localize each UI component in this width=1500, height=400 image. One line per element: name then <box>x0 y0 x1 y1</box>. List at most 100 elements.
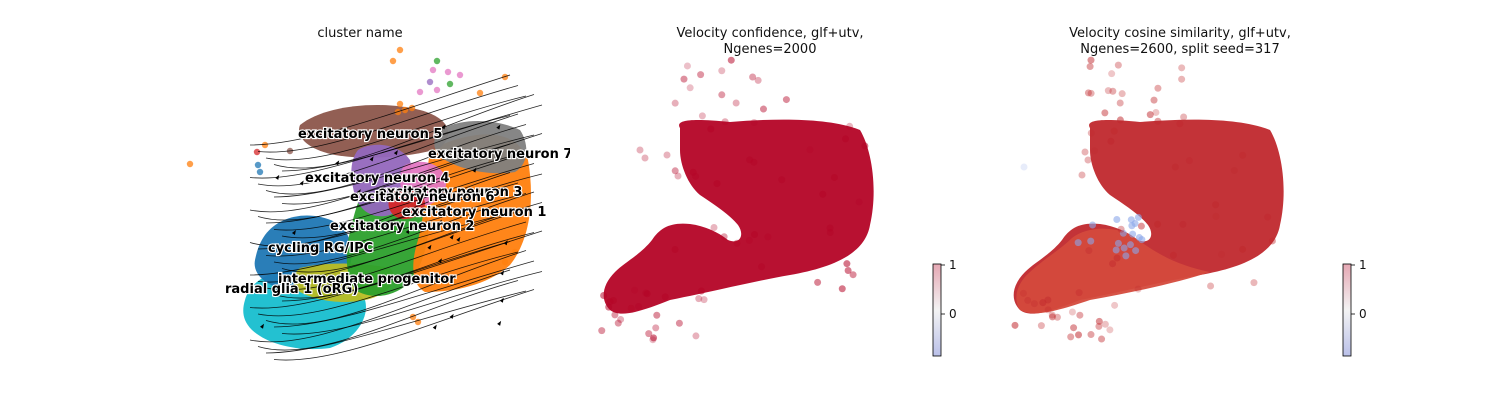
cluster-label: excitatory neuron 7 <box>428 147 570 162</box>
fringe-point-43 <box>642 289 650 297</box>
fringe-point-1 <box>1087 129 1095 137</box>
streamline-arrow-1 <box>335 160 340 166</box>
outlier-point-21 <box>186 160 194 168</box>
embedding-group <box>1011 56 1284 343</box>
fringe-point-6 <box>842 135 850 143</box>
fringe-point-10 <box>1053 313 1061 321</box>
outlier-point-19 <box>256 168 264 176</box>
cluster-labels: excitatory neuron 5 excitatory neuron 7 ex… <box>224 126 570 298</box>
low-similarity-point-16 <box>1122 252 1130 260</box>
fringe-point-68 <box>598 327 606 335</box>
cluster-label: excitatory neuron 4 <box>305 171 449 186</box>
streamline-arrow-21 <box>275 174 280 180</box>
low-similarity-point-2 <box>1120 244 1128 252</box>
low-similarity-point-9 <box>1134 213 1142 221</box>
outlier-point-14 <box>394 108 402 116</box>
fringe-point-59 <box>1075 331 1083 339</box>
streamline-25 <box>249 241 511 309</box>
fringe-point-67 <box>1171 163 1179 171</box>
fringe-point-8 <box>1268 237 1276 245</box>
streamline-14 <box>281 173 543 239</box>
fringe-point-24 <box>1169 251 1177 259</box>
fringe-point-5 <box>1086 63 1094 71</box>
outlier-point-25 <box>501 258 509 266</box>
fringe-point-11 <box>721 118 729 126</box>
fringe-point-41 <box>749 73 757 81</box>
streamline-arrow-14 <box>497 320 502 326</box>
fringe-point-37 <box>671 246 679 254</box>
streamline-10 <box>249 143 511 213</box>
low-similarity-point-1 <box>1112 246 1120 254</box>
colorbar-tick-0: 0 <box>949 307 957 321</box>
streamline-5 <box>249 115 511 179</box>
fringe-point-44 <box>1116 116 1124 124</box>
streamline-30 <box>249 269 511 343</box>
fringe-point-55 <box>650 334 658 342</box>
fringe-point-69 <box>692 172 700 180</box>
streamline-8 <box>273 134 535 198</box>
panel-confidence-title: Velocity confidence, glf+utv, Ngenes=200… <box>676 26 864 57</box>
fringe-point-27 <box>707 125 715 133</box>
fringe-point-30 <box>855 198 863 206</box>
fringe-point-66 <box>1091 147 1099 155</box>
fringe-point-58 <box>698 112 706 120</box>
fringe-point-18 <box>697 71 705 79</box>
outlier-point-2 <box>433 57 441 65</box>
streamline-12 <box>265 152 527 224</box>
embedding-group <box>598 56 874 344</box>
outlier-point-4 <box>444 68 452 76</box>
fringe-point-63 <box>1030 300 1038 308</box>
streamline-7 <box>265 124 527 195</box>
fringe-point-17 <box>1101 109 1109 117</box>
streamline-0 <box>249 74 511 146</box>
streamline-18 <box>273 191 535 265</box>
streamline-arrow-26 <box>432 324 437 330</box>
fringe-point-14 <box>1085 247 1093 255</box>
streamline-arrow-5 <box>437 258 442 264</box>
fringe-point-42 <box>1087 331 1095 339</box>
streamline-16 <box>257 182 519 250</box>
streamline-27 <box>265 250 527 325</box>
fringe-point-15 <box>727 56 735 64</box>
fringe-point-23 <box>1109 260 1117 268</box>
fringe-point-25 <box>1108 70 1116 78</box>
fringe-point-48 <box>1179 220 1187 228</box>
fringe-point-58 <box>1076 311 1084 319</box>
streamline-arrow-2 <box>449 234 454 240</box>
colorbar-tick-1: 1 <box>949 258 957 272</box>
fringe-point-11 <box>1019 289 1027 297</box>
cluster-label: excitatory neuron 2 <box>330 219 474 234</box>
progenitor-region <box>1016 228 1210 314</box>
outlier-point-1 <box>389 57 397 65</box>
fringe-point-50 <box>1212 212 1220 220</box>
outlier-point-5 <box>446 80 454 88</box>
isolated-point-0 <box>636 146 644 154</box>
outlier-point-12 <box>396 100 404 108</box>
streamline-arrow-8 <box>441 124 446 130</box>
fringe-point-57 <box>814 278 822 286</box>
streamline-28 <box>273 260 535 328</box>
fringe-point-37 <box>1154 84 1162 92</box>
cluster-label: excitatory neuron 6 <box>350 190 494 205</box>
fringe-point-43 <box>1134 285 1142 293</box>
streamline-arrow-20 <box>449 313 454 319</box>
fringe-point-22 <box>838 285 846 293</box>
streamline-3 <box>273 94 535 169</box>
fringe-point-26 <box>1095 317 1103 325</box>
streamline-arrow-12 <box>500 270 505 276</box>
fringe-point-59 <box>826 224 834 232</box>
fringe-point-48 <box>631 286 639 294</box>
cosine-plot: 1 0 <box>1011 56 1367 357</box>
streamline-arrow-24 <box>496 124 501 130</box>
panel-cosine: Velocity cosine similarity, glf+utv, Nge… <box>970 0 1390 400</box>
fringe-point-24 <box>746 156 754 164</box>
panel-cluster: cluster name excitatory neuron 5 excitato… <box>150 0 570 400</box>
streamline-arrow-0 <box>260 323 265 329</box>
fringe-point-19 <box>1039 299 1047 307</box>
low-similarity-point-14 <box>1129 230 1137 238</box>
fringe-point-18 <box>1180 113 1188 121</box>
low-similarity-point-7 <box>1114 239 1122 247</box>
fringe-point-46 <box>1113 254 1121 262</box>
confidence-points <box>598 56 874 344</box>
fringe-point-65 <box>1176 120 1184 128</box>
